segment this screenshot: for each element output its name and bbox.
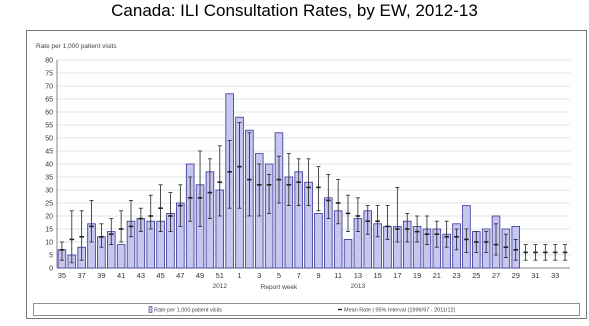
- y-axis-label: Rate per 1,000 patient visits: [36, 43, 117, 50]
- y-tick-label: 80: [45, 57, 53, 64]
- x-tick-label: 1: [237, 271, 241, 280]
- bar: [343, 238, 353, 269]
- y-tick-label: 45: [45, 148, 53, 155]
- x-tick-label: 33: [551, 271, 559, 280]
- x-tick-label: 23: [452, 271, 460, 280]
- x-tick-label: 15: [373, 271, 381, 280]
- x-tick-label: 31: [531, 271, 539, 280]
- chart-border: [26, 30, 587, 319]
- y-tick-label: 50: [45, 135, 53, 142]
- year-label-2013: 2013: [351, 283, 366, 290]
- bar: [264, 163, 274, 269]
- x-tick-label: 17: [393, 271, 401, 280]
- legend-mean-label: Mean Rate | 95% Interval (1996/97 - 2011…: [344, 308, 456, 314]
- y-tick-label: 75: [45, 70, 53, 77]
- x-tick-label: 9: [316, 271, 320, 280]
- year-label-2012: 2012: [213, 283, 228, 290]
- x-tick-label: 45: [156, 271, 164, 280]
- x-tick-label: 11: [334, 271, 342, 280]
- y-tick-label: 25: [45, 200, 53, 207]
- bar: [314, 212, 323, 269]
- x-tick-label: 43: [137, 271, 145, 280]
- bar: [116, 244, 126, 269]
- y-tick-label: 70: [45, 83, 53, 90]
- x-tick-label: 29: [512, 271, 520, 280]
- x-tick-label: 5: [277, 271, 281, 280]
- x-tick-label: 39: [97, 271, 105, 280]
- y-tick-label: 65: [45, 96, 53, 103]
- x-tick-label: 47: [176, 271, 184, 280]
- y-tick-label: 0: [49, 265, 53, 272]
- x-tick-label: 25: [472, 271, 480, 280]
- x-tick-label: 19: [413, 271, 421, 280]
- y-tick-label: 15: [45, 226, 53, 233]
- y-tick-label: 60: [45, 109, 53, 116]
- x-tick-label: 3: [257, 271, 261, 280]
- y-tick-label: 35: [45, 174, 53, 181]
- x-tick-label: 13: [354, 271, 362, 280]
- y-tick-label: 30: [45, 187, 53, 194]
- legend-bar-swatch: [148, 306, 153, 313]
- legend-bar-label: Rate per 1,000 patient visits: [154, 308, 222, 314]
- x-tick-label: 7: [297, 271, 301, 280]
- y-tick-label: 55: [45, 122, 53, 129]
- y-tick-label: 10: [45, 239, 53, 246]
- legend-box: [33, 303, 580, 316]
- y-tick-label: 5: [49, 252, 53, 259]
- x-tick-label: 49: [196, 271, 204, 280]
- y-tick-label: 40: [45, 161, 53, 168]
- x-tick-label: 41: [117, 271, 125, 280]
- y-tick-label: 20: [45, 213, 53, 220]
- x-tick-label: 51: [216, 271, 224, 280]
- x-tick-label: 35: [58, 271, 66, 280]
- x-tick-label: 21: [433, 271, 441, 280]
- x-tick-label: 37: [77, 271, 85, 280]
- chart-title: Canada: ILI Consultation Rates, by EW, 2…: [111, 1, 478, 20]
- x-axis-label: Report week: [261, 284, 298, 291]
- x-tick-label: 27: [492, 271, 500, 280]
